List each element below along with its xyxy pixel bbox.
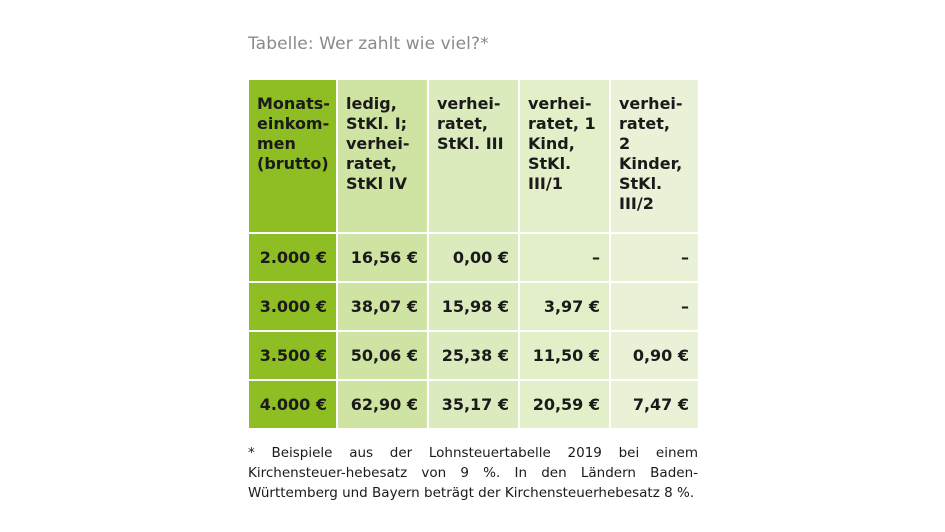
cell-value: 0,90 € (609, 330, 700, 381)
table-row: 3.000 € 38,07 € 15,98 € 3,97 € – (247, 281, 700, 332)
header-stkl-1-4: ledig, StKl. I; verhei- ratet, StKl IV (336, 78, 429, 234)
page-title: Tabelle: Wer zahlt wie viel?* (248, 34, 489, 54)
cell-income: 4.000 € (247, 379, 338, 430)
cell-value: 25,38 € (427, 330, 520, 381)
cell-value: 62,90 € (336, 379, 429, 430)
cell-income: 2.000 € (247, 232, 338, 283)
table-row: 3.500 € 50,06 € 25,38 € 11,50 € 0,90 € (247, 330, 700, 381)
cell-value: 15,98 € (427, 281, 520, 332)
cell-value: 3,97 € (518, 281, 611, 332)
header-stkl-3-1-label: verhei- ratet, 1 Kind, StKl. III/1 (528, 94, 596, 193)
cell-value: 50,06 € (336, 330, 429, 381)
header-stkl-3-label: verhei- ratet, StKl. III (437, 94, 504, 153)
table-row: 2.000 € 16,56 € 0,00 € – – (247, 232, 700, 283)
cell-value: 35,17 € (427, 379, 520, 430)
cell-value: – (518, 232, 611, 283)
cell-value: – (609, 232, 700, 283)
header-income-label: Monats- einkom- men (brutto) (257, 94, 330, 173)
tax-table: Monats- einkom- men (brutto) ledig, StKl… (247, 78, 700, 430)
header-income: Monats- einkom- men (brutto) (247, 78, 338, 234)
cell-value: 7,47 € (609, 379, 700, 430)
header-stkl-3-2: verhei- ratet, 2 Kinder, StKl. III/2 (609, 78, 700, 234)
header-stkl-3-2-label: verhei- ratet, 2 Kinder, StKl. III/2 (619, 94, 683, 213)
footnote: * Beispiele aus der Lohnsteuertabelle 20… (248, 445, 698, 501)
cell-income: 3.500 € (247, 330, 338, 381)
table-row: 4.000 € 62,90 € 35,17 € 20,59 € 7,47 € (247, 379, 700, 430)
cell-value: – (609, 281, 700, 332)
cell-value: 0,00 € (427, 232, 520, 283)
header-stkl-3: verhei- ratet, StKl. III (427, 78, 520, 234)
cell-value: 11,50 € (518, 330, 611, 381)
table-header-row: Monats- einkom- men (brutto) ledig, StKl… (247, 78, 700, 234)
cell-value: 38,07 € (336, 281, 429, 332)
header-stkl-1-4-label: ledig, StKl. I; verhei- ratet, StKl IV (346, 94, 410, 193)
header-stkl-3-1: verhei- ratet, 1 Kind, StKl. III/1 (518, 78, 611, 234)
cell-value: 20,59 € (518, 379, 611, 430)
cell-value: 16,56 € (336, 232, 429, 283)
cell-income: 3.000 € (247, 281, 338, 332)
